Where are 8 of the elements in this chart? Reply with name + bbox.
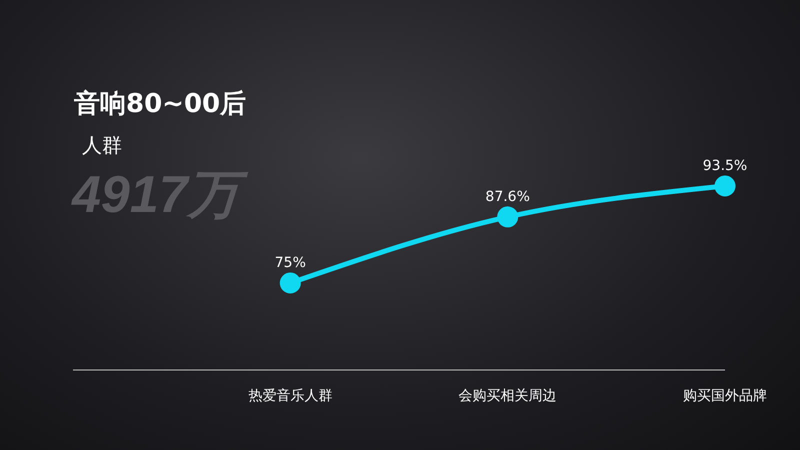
x-tick-label: 购买国外品牌: [683, 388, 767, 404]
data-label: 93.5%: [702, 158, 748, 174]
chart-title: 音响80~00后: [74, 88, 246, 121]
x-tick-label: 热爱音乐人群: [248, 388, 332, 404]
data-label: 75%: [274, 255, 306, 271]
data-label: 87.6%: [485, 188, 530, 205]
chart-subtitle: 人群: [82, 132, 122, 159]
x-tick-label: 会购买相关周边: [458, 388, 557, 404]
